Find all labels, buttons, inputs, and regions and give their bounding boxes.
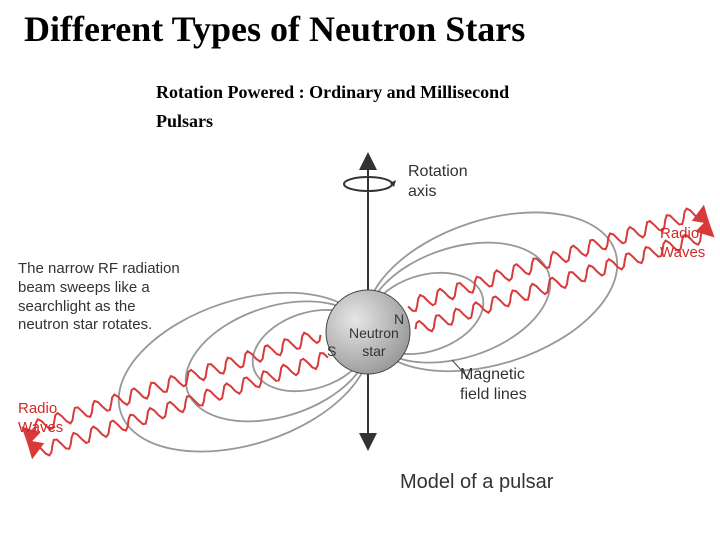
label-neutron-star: Neutronstar (349, 325, 399, 360)
label-radio-waves-left: RadioWaves (18, 400, 63, 438)
caption: Model of a pulsar (400, 470, 553, 495)
label-rotation-axis: Rotationaxis (408, 162, 468, 202)
label-magnetic-field: Magneticfield lines (460, 365, 527, 405)
label-explain: The narrow RF radiationbeam sweeps like … (18, 260, 180, 335)
label-south: S (327, 343, 336, 361)
label-north: N (394, 311, 404, 329)
label-radio-waves-right: RadioWaves (660, 225, 705, 263)
